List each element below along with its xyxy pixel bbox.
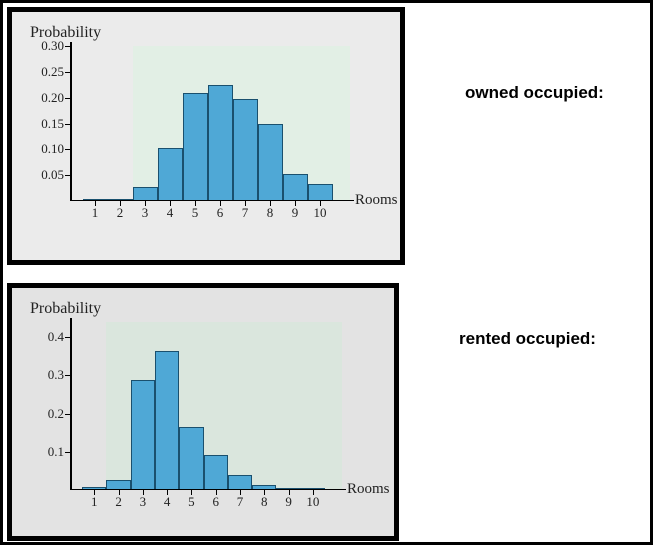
x-tick-label: 4 bbox=[167, 205, 174, 221]
y-tick-label: 0.30 bbox=[41, 38, 64, 54]
row-owned: Probability0.050.100.150.200.250.3012345… bbox=[3, 3, 650, 271]
y-axis bbox=[70, 42, 72, 201]
bar bbox=[155, 351, 179, 490]
y-tick bbox=[65, 72, 70, 73]
bar bbox=[208, 85, 233, 201]
y-tick-label: 0.25 bbox=[41, 64, 64, 80]
plot-area: 0.10.20.30.412345678910Rooms bbox=[70, 322, 342, 490]
bar bbox=[258, 124, 283, 201]
x-tick-label: 10 bbox=[306, 494, 319, 510]
y-tick-label: 0.10 bbox=[41, 141, 64, 157]
y-tick bbox=[65, 414, 70, 415]
plot-area: 0.050.100.150.200.250.3012345678910Rooms bbox=[70, 46, 350, 201]
x-tick-label: 5 bbox=[188, 494, 195, 510]
x-tick-label: 3 bbox=[140, 494, 147, 510]
x-tick-label: 8 bbox=[267, 205, 274, 221]
bar bbox=[233, 99, 258, 201]
y-tick bbox=[65, 149, 70, 150]
y-tick bbox=[65, 124, 70, 125]
chart-owned: Probability0.050.100.150.200.250.3012345… bbox=[7, 7, 405, 265]
chart-rented: Probability0.10.20.30.412345678910Rooms bbox=[7, 283, 399, 541]
y-tick bbox=[65, 175, 70, 176]
x-axis bbox=[70, 489, 346, 491]
label-owned: owned occupied: bbox=[405, 3, 650, 103]
y-axis bbox=[70, 318, 72, 490]
bar bbox=[204, 455, 228, 491]
y-tick-label: 0.2 bbox=[48, 406, 64, 422]
y-axis-title: Probability bbox=[30, 300, 384, 318]
x-tick-label: 9 bbox=[292, 205, 299, 221]
x-tick-label: 1 bbox=[92, 205, 99, 221]
x-tick-label: 6 bbox=[217, 205, 224, 221]
outer-frame: Probability0.050.100.150.200.250.3012345… bbox=[0, 0, 653, 545]
y-tick bbox=[65, 452, 70, 453]
y-tick bbox=[65, 375, 70, 376]
label-rented: rented occupied: bbox=[399, 279, 650, 349]
bar bbox=[283, 174, 308, 201]
x-tick-label: 10 bbox=[314, 205, 327, 221]
x-tick-label: 7 bbox=[237, 494, 244, 510]
x-tick-label: 8 bbox=[261, 494, 268, 510]
x-tick-label: 6 bbox=[212, 494, 219, 510]
x-axis-title: Rooms bbox=[347, 481, 390, 498]
x-axis-title: Rooms bbox=[355, 192, 398, 209]
x-tick-label: 2 bbox=[117, 205, 124, 221]
x-tick-label: 2 bbox=[115, 494, 122, 510]
x-tick-label: 4 bbox=[164, 494, 171, 510]
y-tick-label: 0.1 bbox=[48, 444, 64, 460]
y-tick bbox=[65, 46, 70, 47]
x-tick-label: 9 bbox=[285, 494, 292, 510]
x-tick-label: 7 bbox=[242, 205, 249, 221]
bar bbox=[183, 93, 208, 202]
y-tick-label: 0.3 bbox=[48, 367, 64, 383]
bar bbox=[131, 380, 155, 490]
x-tick-label: 5 bbox=[192, 205, 199, 221]
bar bbox=[158, 148, 183, 201]
y-axis-title: Probability bbox=[30, 24, 390, 42]
x-axis bbox=[70, 200, 354, 202]
y-tick-label: 0.05 bbox=[41, 167, 64, 183]
x-tick-label: 1 bbox=[91, 494, 98, 510]
x-tick-label: 3 bbox=[142, 205, 149, 221]
bar bbox=[179, 427, 203, 490]
y-tick-label: 0.15 bbox=[41, 116, 64, 132]
y-tick bbox=[65, 337, 70, 338]
row-gap bbox=[3, 271, 650, 279]
y-tick bbox=[65, 98, 70, 99]
y-tick-label: 0.4 bbox=[48, 329, 64, 345]
row-rented: Probability0.10.20.30.412345678910Rooms … bbox=[3, 279, 650, 542]
y-tick-label: 0.20 bbox=[41, 90, 64, 106]
